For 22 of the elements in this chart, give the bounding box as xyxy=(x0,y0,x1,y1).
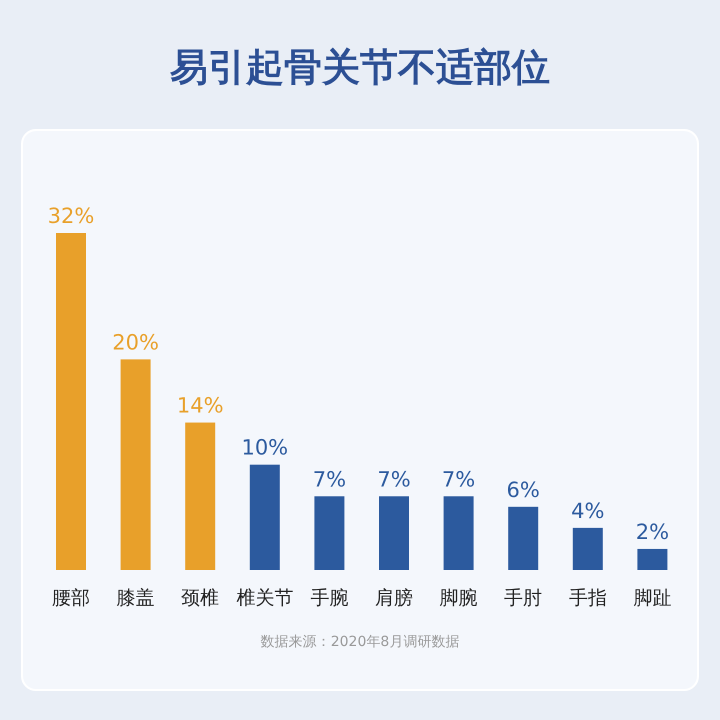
data-label: 7% xyxy=(312,467,346,492)
x-tick-label: 手腕 xyxy=(310,587,348,609)
data-label: 4% xyxy=(571,498,604,523)
x-tick-label: 椎关节 xyxy=(236,587,294,609)
x-tick-label: 手肘 xyxy=(504,587,542,609)
x-tick-label: 颈椎 xyxy=(181,587,220,609)
data-label: 20% xyxy=(112,330,159,354)
data-label: 2% xyxy=(636,520,670,544)
data-label: 7% xyxy=(377,467,411,492)
data-label: 14% xyxy=(176,394,224,418)
x-tick-label: 腰部 xyxy=(52,587,90,609)
chart-title: 易引起骨关节不适部位 xyxy=(169,45,550,89)
x-tick-label: 膝盖 xyxy=(116,587,155,609)
data-label: 7% xyxy=(442,467,476,492)
x-tick-label: 脚腕 xyxy=(440,587,478,609)
data-label: 32% xyxy=(48,204,94,228)
x-tick-label: 手指 xyxy=(568,587,607,609)
data-label: 10% xyxy=(241,436,288,460)
x-tick-label: 肩膀 xyxy=(375,587,413,609)
source-note: 数据来源：2020年8月调研数据 xyxy=(260,634,460,650)
data-label: 6% xyxy=(506,478,540,502)
x-tick-label: 脚趾 xyxy=(633,587,672,609)
